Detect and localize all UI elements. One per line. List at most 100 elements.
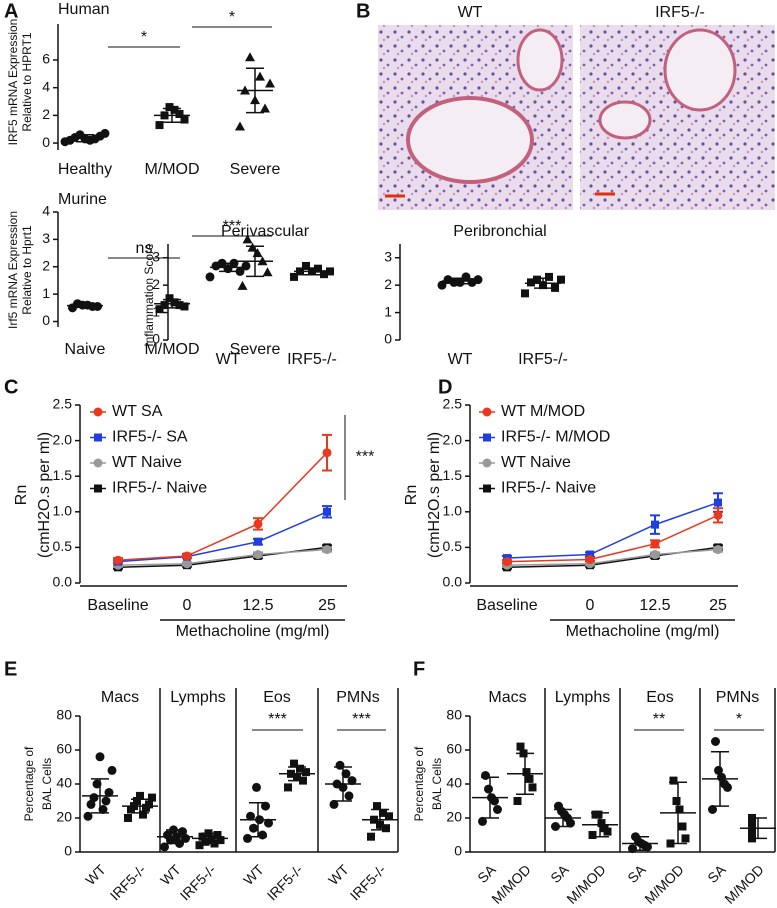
point bbox=[493, 805, 502, 814]
point bbox=[650, 539, 660, 549]
significance-label: ns bbox=[136, 240, 153, 257]
point bbox=[242, 234, 253, 244]
chart-title: Murine bbox=[58, 191, 107, 208]
point bbox=[484, 784, 493, 794]
x-tick-label: WT bbox=[82, 861, 109, 888]
x-tick-label: M/MOD bbox=[721, 861, 766, 906]
facet-title: Lymphs bbox=[555, 689, 610, 706]
y-axis-label: Inflammation Score bbox=[142, 243, 156, 347]
point bbox=[247, 242, 258, 252]
facet-title: Lymphs bbox=[170, 689, 225, 706]
vessel bbox=[598, 100, 652, 140]
point bbox=[107, 765, 117, 775]
point bbox=[198, 832, 207, 841]
point bbox=[385, 812, 393, 821]
y-tick-label: 2.5 bbox=[53, 396, 73, 412]
point bbox=[323, 507, 331, 516]
point bbox=[145, 800, 153, 809]
point bbox=[669, 776, 678, 785]
point bbox=[284, 783, 292, 792]
point bbox=[714, 498, 722, 507]
y-tick-label: 80 bbox=[446, 707, 462, 723]
y-tick-label: 1.0 bbox=[53, 503, 73, 519]
point bbox=[588, 831, 597, 839]
point bbox=[367, 832, 375, 841]
point bbox=[720, 779, 729, 789]
y-tick-label: 6 bbox=[42, 51, 50, 67]
x-tick-label: Severe bbox=[230, 161, 281, 178]
y-tick-label: 0 bbox=[42, 312, 50, 328]
y-axis-label: IRF5 mRNA Expression bbox=[6, 19, 20, 146]
x-tick-label: SA bbox=[704, 861, 729, 886]
x-tick-label: M/MOD bbox=[488, 861, 533, 906]
point bbox=[628, 844, 637, 854]
series-line bbox=[117, 452, 328, 561]
point bbox=[253, 550, 263, 560]
series-line bbox=[117, 511, 328, 563]
point bbox=[528, 783, 537, 792]
point bbox=[478, 816, 487, 826]
image-label: IRF5-/- bbox=[655, 4, 705, 21]
y-tick-label: 40 bbox=[446, 775, 462, 791]
significance-label: * bbox=[141, 29, 147, 46]
y-axis-label: Irf5 mRNA Expression bbox=[6, 211, 20, 329]
point bbox=[243, 833, 252, 843]
significance-label: ** bbox=[653, 711, 665, 728]
legend-marker bbox=[93, 407, 103, 417]
x-tick-label: IRF5-/- bbox=[264, 861, 306, 903]
histology-images: WT IRF5-/- bbox=[378, 4, 775, 210]
x-tick-label: 0 bbox=[183, 597, 192, 614]
point bbox=[675, 805, 684, 814]
point bbox=[104, 788, 114, 797]
vessel bbox=[516, 28, 564, 92]
panel-label: E bbox=[4, 658, 17, 680]
point bbox=[237, 280, 248, 290]
point bbox=[681, 834, 690, 843]
y-tick-label: 20 bbox=[446, 809, 462, 825]
point bbox=[344, 791, 354, 801]
y-tick-label: 4 bbox=[42, 78, 50, 94]
y-tick-label: 2 bbox=[42, 106, 50, 122]
vessel bbox=[663, 28, 737, 112]
point bbox=[437, 280, 447, 290]
significance-label: *** bbox=[268, 711, 287, 728]
panel-label: C bbox=[4, 376, 18, 398]
point bbox=[650, 550, 660, 560]
y-axis-label: Rn bbox=[13, 485, 30, 505]
point bbox=[713, 510, 723, 520]
chart-title: Human bbox=[58, 1, 110, 18]
facet-title: PMNs bbox=[336, 689, 380, 706]
point bbox=[516, 742, 525, 751]
x-tick-label: IRF5-/- bbox=[177, 861, 219, 903]
facet-title: PMNs bbox=[716, 689, 760, 706]
series-line bbox=[506, 514, 719, 563]
point bbox=[522, 768, 531, 777]
point bbox=[265, 78, 275, 88]
point bbox=[322, 448, 332, 458]
legend-label: IRF5-/- SA bbox=[112, 429, 188, 446]
x-tick-label: M/MOD bbox=[144, 341, 199, 358]
y-tick-label: 0.5 bbox=[443, 538, 463, 554]
y-axis-label: BAL Cells bbox=[430, 758, 444, 810]
point bbox=[290, 272, 298, 281]
point bbox=[205, 272, 215, 282]
point bbox=[216, 836, 225, 845]
point bbox=[160, 842, 169, 852]
point bbox=[379, 808, 387, 817]
legend-marker bbox=[93, 458, 103, 468]
significance-label: *** bbox=[223, 218, 242, 235]
y-tick-label: 2.0 bbox=[443, 431, 463, 447]
point bbox=[525, 774, 534, 783]
x-tick-label: 12.5 bbox=[242, 597, 273, 614]
point bbox=[136, 791, 144, 800]
point bbox=[711, 737, 720, 746]
point bbox=[521, 289, 529, 298]
x-tick-label: Severe bbox=[230, 341, 281, 358]
y-axis-label: Percentage of bbox=[22, 746, 36, 821]
point bbox=[254, 537, 262, 546]
point bbox=[320, 270, 328, 279]
y-tick-label: 1.5 bbox=[443, 467, 463, 483]
point bbox=[481, 771, 490, 780]
point bbox=[672, 797, 681, 805]
y-tick-label: 1 bbox=[384, 303, 392, 319]
